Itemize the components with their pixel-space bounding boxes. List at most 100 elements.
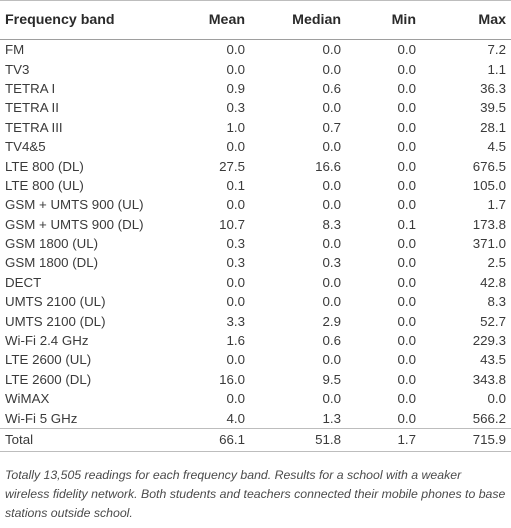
median-cell: 9.5 xyxy=(322,371,342,387)
median-cell: 1.3 xyxy=(322,410,342,426)
total-label: Total xyxy=(0,427,178,452)
band-cell: Wi-Fi 2.4 GHz xyxy=(5,333,89,349)
band-cell: GSM + UMTS 900 (UL) xyxy=(5,197,144,213)
min-cell: 0.0 xyxy=(397,255,417,271)
table-row: LTE 2600 (DL) 16.0 9.5 0.0 343.8 xyxy=(0,370,511,389)
band-cell: TETRA III xyxy=(5,119,63,135)
mean-cell: 0.3 xyxy=(226,255,246,271)
mean-cell: 0.0 xyxy=(226,61,246,77)
median-cell: 0.0 xyxy=(322,100,342,116)
min-cell: 0.0 xyxy=(397,61,417,77)
header-min: Min xyxy=(346,0,421,40)
max-cell: 566.2 xyxy=(472,410,506,426)
min-cell: 0.0 xyxy=(397,119,417,135)
max-cell: 173.8 xyxy=(472,216,506,232)
max-cell: 52.7 xyxy=(480,313,506,329)
band-cell: UMTS 2100 (DL) xyxy=(5,313,106,329)
min-cell: 0.0 xyxy=(397,391,417,407)
header-row: Frequency band Mean Median Min Max xyxy=(0,0,511,40)
table-row: GSM 1800 (UL) 0.3 0.0 0.0 371.0 xyxy=(0,234,511,253)
band-cell: Wi-Fi 5 GHz xyxy=(5,410,78,426)
band-cell: TV3 xyxy=(5,61,30,77)
mean-cell: 0.0 xyxy=(226,391,246,407)
min-cell: 0.0 xyxy=(397,197,417,213)
table-footnote: Totally 13,505 readings for each frequen… xyxy=(5,468,506,520)
mean-cell: 16.0 xyxy=(219,371,245,387)
median-cell: 0.6 xyxy=(322,333,342,349)
max-cell: 343.8 xyxy=(472,371,506,387)
total-mean: 66.1 xyxy=(178,427,250,452)
max-cell: 229.3 xyxy=(472,333,506,349)
max-cell: 676.5 xyxy=(472,158,506,174)
max-cell: 42.8 xyxy=(480,274,506,290)
median-cell: 0.0 xyxy=(322,139,342,155)
total-max: 715.9 xyxy=(421,427,511,452)
band-cell: LTE 800 (DL) xyxy=(5,158,84,174)
frequency-band-table: Frequency band Mean Median Min Max FM 0.0… xyxy=(0,0,511,452)
band-cell: LTE 2600 (UL) xyxy=(5,352,92,368)
mean-cell: 0.1 xyxy=(226,177,246,193)
header-frequency-band: Frequency band xyxy=(0,0,178,40)
table-row: LTE 800 (DL) 27.5 16.6 0.0 676.5 xyxy=(0,156,511,175)
median-cell: 0.6 xyxy=(322,80,342,96)
table-row: UMTS 2100 (DL) 3.3 2.9 0.0 52.7 xyxy=(0,311,511,330)
max-cell: 8.3 xyxy=(487,294,507,310)
min-cell: 0.0 xyxy=(397,236,417,252)
mean-cell: 0.3 xyxy=(226,100,246,116)
table-row: FM 0.0 0.0 0.0 7.2 xyxy=(0,40,511,60)
table-row: WiMAX 0.0 0.0 0.0 0.0 xyxy=(0,389,511,408)
band-cell: GSM 1800 (DL) xyxy=(5,255,99,271)
band-cell: FM xyxy=(5,42,25,58)
mean-cell: 0.0 xyxy=(226,197,246,213)
min-cell: 0.0 xyxy=(397,80,417,96)
max-cell: 43.5 xyxy=(480,352,506,368)
min-cell: 0.0 xyxy=(397,333,417,349)
min-cell: 0.0 xyxy=(397,294,417,310)
mean-cell: 3.3 xyxy=(226,313,246,329)
mean-cell: 10.7 xyxy=(219,216,245,232)
median-cell: 0.3 xyxy=(322,255,342,271)
mean-cell: 27.5 xyxy=(219,158,245,174)
mean-cell: 4.0 xyxy=(226,410,246,426)
band-cell: UMTS 2100 (UL) xyxy=(5,294,106,310)
mean-cell: 1.0 xyxy=(226,119,246,135)
max-cell: 1.7 xyxy=(487,197,507,213)
header-max: Max xyxy=(421,0,511,40)
max-cell: 0.0 xyxy=(487,391,507,407)
header-mean: Mean xyxy=(178,0,250,40)
max-cell: 36.3 xyxy=(480,80,506,96)
band-cell: GSM + UMTS 900 (DL) xyxy=(5,216,144,232)
band-cell: LTE 2600 (DL) xyxy=(5,371,92,387)
median-cell: 0.0 xyxy=(322,177,342,193)
table-row: Wi-Fi 5 GHz 4.0 1.3 0.0 566.2 xyxy=(0,408,511,428)
mean-cell: 0.0 xyxy=(226,352,246,368)
table-row: UMTS 2100 (UL) 0.0 0.0 0.0 8.3 xyxy=(0,292,511,311)
median-cell: 2.9 xyxy=(322,313,342,329)
mean-cell: 0.0 xyxy=(226,139,246,155)
table-body: FM 0.0 0.0 0.0 7.2 TV3 0.0 0.0 0.0 1.1 TETRA I 0.9 0… xyxy=(0,40,511,452)
min-cell: 0.0 xyxy=(397,139,417,155)
min-cell: 0.0 xyxy=(397,100,417,116)
median-cell: 0.0 xyxy=(322,274,342,290)
table-row: LTE 2600 (UL) 0.0 0.0 0.0 43.5 xyxy=(0,350,511,369)
median-cell: 0.0 xyxy=(322,61,342,77)
header-median: Median xyxy=(250,0,346,40)
table-row: GSM + UMTS 900 (DL) 10.7 8.3 0.1 173.8 xyxy=(0,215,511,234)
band-cell: TETRA II xyxy=(5,100,59,116)
median-cell: 0.0 xyxy=(322,391,342,407)
total-median: 51.8 xyxy=(250,427,346,452)
band-cell: GSM 1800 (UL) xyxy=(5,236,99,252)
table-row: TETRA III 1.0 0.7 0.0 28.1 xyxy=(0,118,511,137)
band-cell: WiMAX xyxy=(5,391,50,407)
median-cell: 0.0 xyxy=(322,197,342,213)
median-cell: 16.6 xyxy=(315,158,341,174)
table-row: GSM 1800 (DL) 0.3 0.3 0.0 2.5 xyxy=(0,253,511,272)
median-cell: 0.0 xyxy=(322,42,342,58)
max-cell: 371.0 xyxy=(472,236,506,252)
max-cell: 39.5 xyxy=(480,100,506,116)
min-cell: 0.1 xyxy=(397,216,417,232)
table-row: GSM + UMTS 900 (UL) 0.0 0.0 0.0 1.7 xyxy=(0,195,511,214)
table-row: LTE 800 (UL) 0.1 0.0 0.0 105.0 xyxy=(0,176,511,195)
mean-cell: 1.6 xyxy=(226,333,246,349)
